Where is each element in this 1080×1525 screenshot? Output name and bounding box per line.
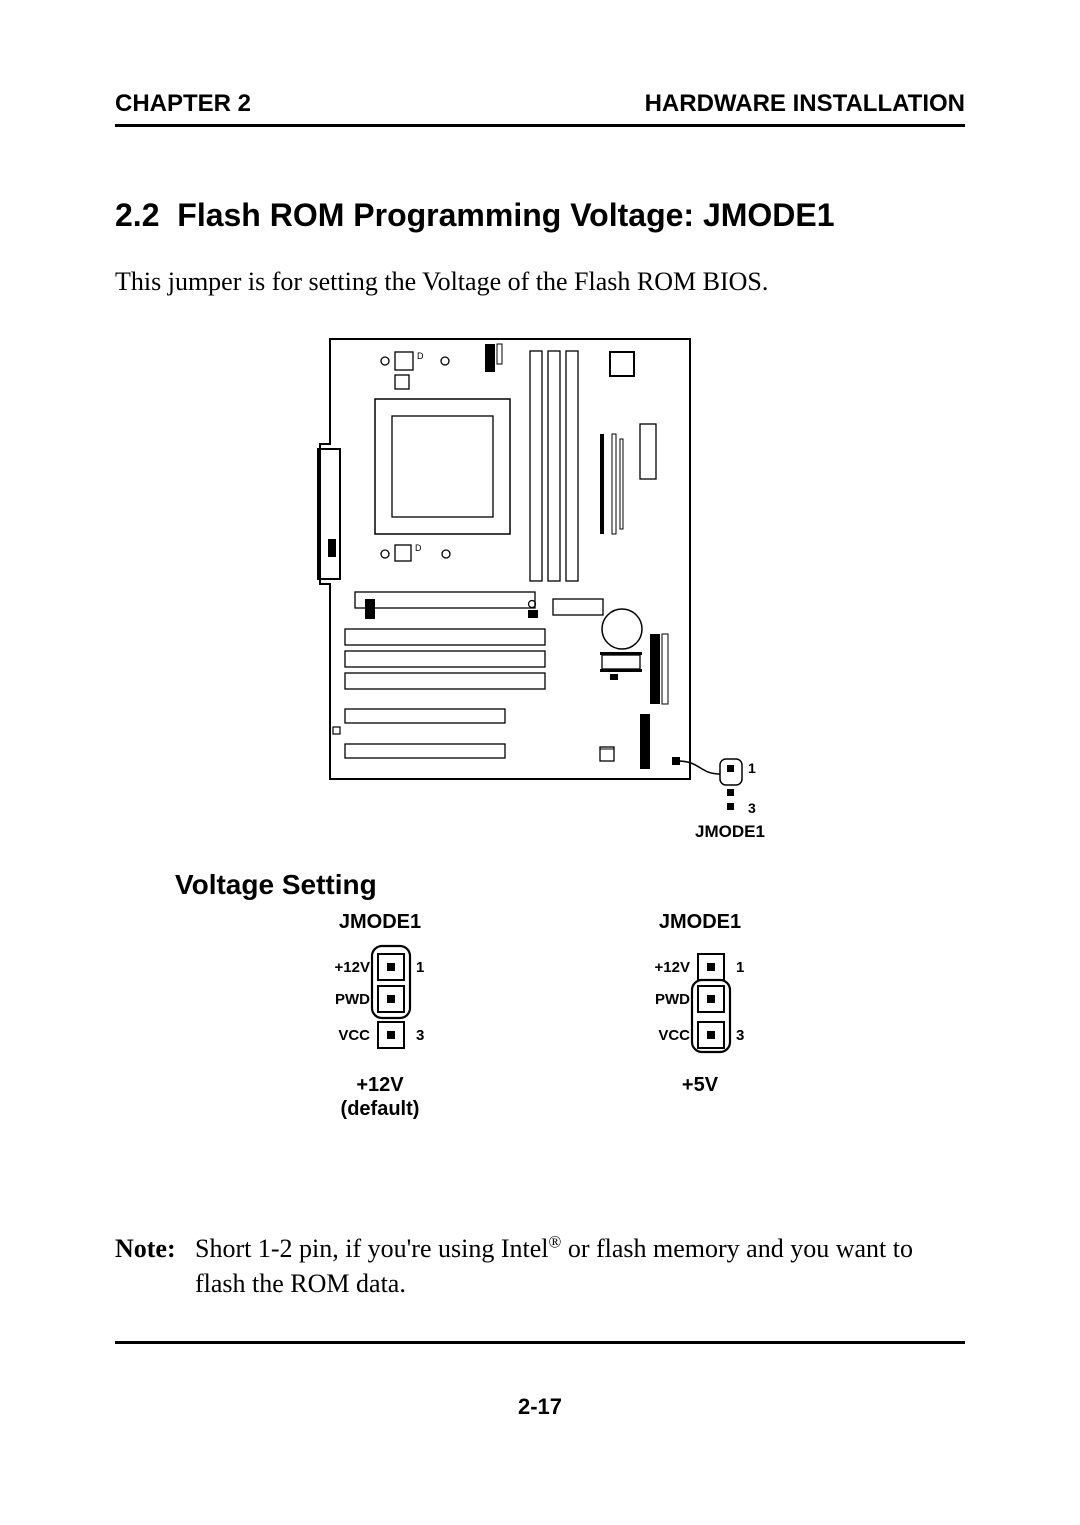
svg-text:D: D — [415, 543, 422, 553]
jumper-left-top-label: JMODE1 — [300, 911, 460, 934]
footer-rule — [115, 1341, 965, 1344]
jumper-left-voltage: +12V — [356, 1074, 403, 1096]
pin-label: VCC — [658, 1027, 690, 1044]
motherboard-diagram: D D — [115, 329, 965, 849]
board-jumper-label: JMODE1 — [695, 822, 765, 841]
jumper-left-svg: +12V PWD VCC 1 3 — [300, 940, 460, 1060]
jumper-right-voltage: +5V — [682, 1074, 718, 1096]
svg-text:D: D — [417, 351, 424, 361]
section-title: 2.2 Flash ROM Programming Voltage: JMODE… — [115, 197, 965, 234]
section-heading: Flash ROM Programming Voltage: JMODE1 — [177, 197, 834, 233]
jumper-right-bottom-label: +5V — [620, 1073, 780, 1097]
jumper-right-svg: +12V PWD VCC 1 3 — [620, 940, 780, 1060]
callout-pin-3: 3 — [748, 800, 756, 816]
pin-num: 3 — [736, 1027, 744, 1044]
page-number: 2-17 — [115, 1394, 965, 1420]
intro-paragraph: This jumper is for setting the Voltage o… — [115, 264, 965, 299]
section-number: 2.2 — [115, 197, 159, 233]
note: Note: Short 1-2 pin, if you're using Int… — [115, 1231, 965, 1301]
pin-label: PWD — [335, 991, 370, 1008]
header-left: CHAPTER 2 — [115, 90, 251, 118]
pin-num: 3 — [416, 1027, 424, 1044]
pin-label: PWD — [655, 991, 690, 1008]
pin-num: 1 — [416, 959, 424, 976]
pin-label: +12V — [655, 959, 690, 976]
jumper-left-default: (default) — [341, 1098, 420, 1120]
pin-num: 1 — [736, 959, 744, 976]
jumper-left-bottom-label: +12V (default) — [300, 1073, 460, 1121]
header-right: HARDWARE INSTALLATION — [645, 90, 965, 118]
jumper-settings-row: JMODE1 +12V PWD VCC 1 3 +12V — [115, 911, 965, 1121]
note-text-1: Short 1-2 pin, if you're using Intel — [195, 1234, 548, 1263]
jumper-right: JMODE1 +12V PWD VCC 1 3 +5V — [620, 911, 780, 1121]
voltage-section-title: Voltage Setting — [175, 869, 965, 901]
pin-label: VCC — [338, 1027, 370, 1044]
callout-pin-1: 1 — [748, 760, 756, 776]
note-label: Note: — [115, 1231, 195, 1301]
note-sup: ® — [548, 1232, 561, 1251]
page-header: CHAPTER 2 HARDWARE INSTALLATION — [115, 90, 965, 127]
jumper-right-top-label: JMODE1 — [620, 911, 780, 934]
jumper-left: JMODE1 +12V PWD VCC 1 3 +12V — [300, 911, 460, 1121]
note-body: Short 1-2 pin, if you're using Intel® or… — [195, 1231, 965, 1301]
pin-label: +12V — [335, 959, 370, 976]
board-svg: D D — [300, 329, 780, 849]
